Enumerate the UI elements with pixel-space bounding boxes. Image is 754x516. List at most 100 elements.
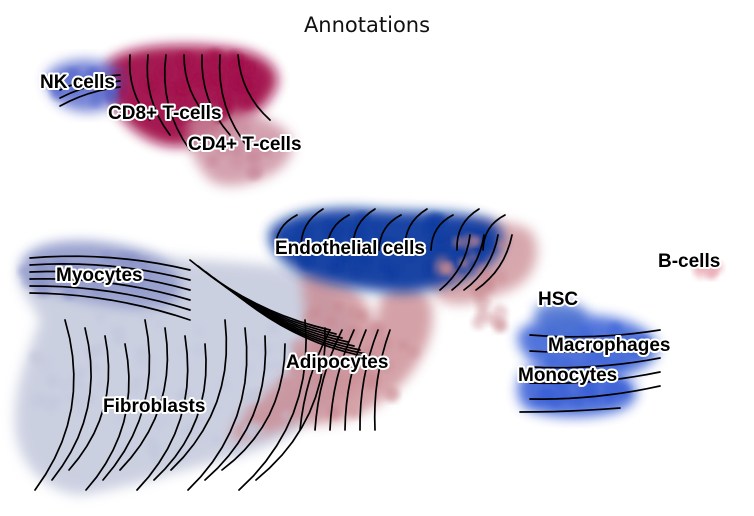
cell-dot bbox=[165, 83, 177, 95]
streamline bbox=[519, 407, 621, 413]
cell-dot bbox=[215, 137, 230, 152]
cell-dot bbox=[245, 150, 261, 166]
streamline-arrow bbox=[103, 0, 179, 1]
cell-dot bbox=[407, 346, 420, 359]
cell-dot bbox=[380, 260, 392, 271]
streamline bbox=[85, 343, 130, 491]
cell-dot bbox=[192, 344, 205, 357]
cell-dot bbox=[146, 441, 162, 458]
cell-dot bbox=[259, 342, 274, 358]
cell-dot bbox=[325, 316, 336, 327]
cell-dot bbox=[150, 420, 163, 433]
streamline bbox=[255, 327, 326, 481]
cell-dot bbox=[225, 63, 239, 76]
cell-dot bbox=[617, 384, 631, 397]
cell-dot bbox=[328, 259, 343, 273]
cell-dot bbox=[432, 232, 448, 248]
streamline-arrow bbox=[350, 0, 355, 1]
streamline-arrow bbox=[144, 0, 208, 1]
cell-dot bbox=[279, 339, 294, 355]
streamline bbox=[183, 54, 211, 121]
cell-dot bbox=[442, 262, 456, 276]
streamline bbox=[463, 234, 499, 291]
cell-dot bbox=[186, 110, 197, 121]
streamline-arrow bbox=[426, 0, 571, 1]
cell-dot bbox=[175, 80, 190, 94]
streamline-arrow bbox=[444, 0, 500, 1]
cell-dot bbox=[246, 138, 258, 150]
cell-dot bbox=[246, 166, 260, 180]
cell-dot bbox=[247, 337, 259, 349]
cell-dot bbox=[210, 433, 222, 446]
cell-dot bbox=[244, 389, 257, 402]
cell-dot bbox=[362, 376, 377, 390]
cell-dot bbox=[706, 268, 718, 280]
cell-dot bbox=[153, 318, 165, 330]
streamline-arrow bbox=[111, 0, 292, 1]
cluster-label-cd4: CD4+ T-cells bbox=[188, 134, 302, 155]
cell-dot bbox=[572, 394, 584, 406]
cell-dot bbox=[88, 68, 99, 79]
cell-dot bbox=[64, 263, 79, 278]
cell-dot bbox=[593, 346, 608, 361]
cell-dot bbox=[608, 322, 623, 337]
cell-dot bbox=[467, 252, 478, 263]
cell-dot bbox=[62, 287, 76, 300]
cell-dot bbox=[229, 153, 245, 168]
cluster-label-nk: NK cells bbox=[40, 72, 115, 93]
streamline bbox=[359, 329, 379, 431]
streamline bbox=[529, 343, 661, 354]
streamline-arrow bbox=[337, 0, 345, 1]
cell-dot bbox=[639, 336, 650, 347]
cell-dot bbox=[493, 318, 508, 333]
cell-dot bbox=[368, 321, 384, 337]
cell-dot bbox=[281, 409, 292, 421]
cell-dot bbox=[115, 412, 126, 424]
cell-dot bbox=[133, 346, 148, 361]
streamline bbox=[170, 319, 228, 471]
cluster-label-fib: Fibroblasts bbox=[103, 396, 205, 417]
streamline bbox=[529, 371, 661, 385]
cell-dot bbox=[31, 274, 47, 291]
cell-dot bbox=[492, 269, 507, 284]
streamline bbox=[404, 208, 428, 251]
cell-dot bbox=[333, 302, 344, 313]
streamline bbox=[68, 335, 110, 471]
streamline bbox=[326, 214, 350, 251]
cell-dot bbox=[36, 259, 50, 273]
cell-dot bbox=[91, 342, 107, 357]
cell-cloud bbox=[535, 301, 588, 338]
streamline bbox=[29, 255, 191, 271]
cell-dot bbox=[483, 276, 496, 289]
cell-dot bbox=[146, 435, 158, 446]
cell-dot bbox=[309, 306, 321, 319]
cell-dot bbox=[134, 357, 147, 370]
cluster-label-myo: Myocytes bbox=[56, 265, 143, 286]
streamline bbox=[299, 329, 331, 431]
streamline-arrow bbox=[111, 0, 301, 1]
cell-dot bbox=[539, 386, 552, 399]
cell-dot bbox=[69, 67, 81, 78]
streamline bbox=[245, 301, 373, 359]
cell-dot bbox=[270, 359, 283, 372]
cell-dot bbox=[230, 443, 243, 457]
cell-dot bbox=[563, 334, 577, 348]
streamline bbox=[163, 54, 191, 151]
cell-dot bbox=[423, 261, 437, 276]
cell-dot bbox=[111, 252, 125, 266]
cluster-label-endo: Endothelial cells bbox=[275, 238, 425, 259]
streamline bbox=[29, 292, 191, 321]
streamline bbox=[59, 86, 121, 107]
cell-dot bbox=[126, 380, 143, 396]
cell-dot bbox=[89, 95, 102, 108]
streamline-arrow bbox=[353, 0, 596, 1]
cell-dot bbox=[242, 424, 257, 438]
streamline-arrow bbox=[87, 0, 156, 1]
cluster-label-bcell: B-cells bbox=[658, 251, 720, 272]
cell-dot bbox=[552, 340, 563, 351]
cell-dot bbox=[207, 49, 223, 65]
streamline-arrow bbox=[89, 0, 92, 1]
streamline bbox=[344, 329, 367, 431]
cluster-label-adipo: Adipocytes bbox=[286, 352, 388, 373]
cell-dot bbox=[383, 238, 396, 251]
